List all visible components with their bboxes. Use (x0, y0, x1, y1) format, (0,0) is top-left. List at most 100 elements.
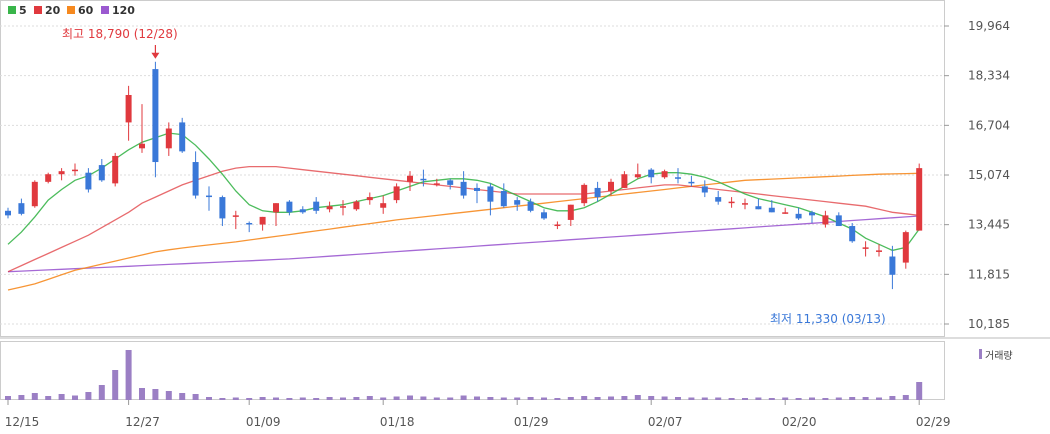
candle[interactable] (648, 168, 655, 184)
candle[interactable] (567, 204, 574, 227)
candle[interactable] (366, 192, 373, 205)
volume-bar (139, 388, 145, 400)
candle[interactable] (768, 200, 775, 213)
candle[interactable] (608, 178, 614, 196)
candle[interactable] (876, 244, 882, 257)
candle-body (340, 206, 346, 208)
candle-body (31, 181, 38, 207)
legend-label-ma5: 5 (19, 4, 27, 17)
candle[interactable] (527, 198, 534, 213)
candle[interactable] (634, 163, 641, 179)
candle[interactable] (755, 198, 762, 210)
candle[interactable] (72, 163, 78, 176)
candle[interactable] (594, 181, 601, 202)
candle[interactable] (460, 171, 467, 199)
candle[interactable] (675, 168, 681, 184)
candle-body (72, 169, 78, 172)
x-tick-label: 01/09 (246, 415, 281, 429)
candle-body (795, 213, 802, 219)
candle[interactable] (433, 178, 440, 187)
candle[interactable] (420, 169, 427, 187)
candle[interactable] (273, 203, 279, 227)
candle-body (232, 215, 239, 217)
candle[interactable] (916, 163, 923, 231)
candle[interactable] (835, 212, 842, 227)
candle[interactable] (487, 183, 494, 216)
volume-bar (487, 397, 494, 400)
candle[interactable] (98, 158, 105, 182)
volume-bar (232, 397, 239, 400)
candle[interactable] (862, 241, 869, 257)
candle[interactable] (232, 210, 239, 230)
candle[interactable] (85, 168, 92, 193)
volume-bar (192, 394, 199, 400)
candle[interactable] (152, 61, 159, 178)
candle[interactable] (246, 221, 253, 233)
volume-bar (835, 397, 842, 400)
candle[interactable] (45, 172, 52, 184)
legend-item-ma120[interactable]: 120 (101, 4, 135, 17)
candle[interactable] (139, 104, 145, 153)
candle[interactable] (849, 222, 856, 243)
candle[interactable] (728, 197, 735, 208)
volume-bar (259, 397, 266, 400)
candle[interactable] (299, 206, 306, 214)
candle[interactable] (326, 201, 333, 213)
volume-bar (98, 385, 105, 400)
candle[interactable] (715, 190, 722, 205)
candle[interactable] (18, 198, 25, 216)
candle[interactable] (621, 171, 628, 188)
candle[interactable] (688, 175, 695, 187)
candle[interactable] (514, 197, 521, 211)
candle-body (474, 187, 480, 191)
candle[interactable] (179, 117, 186, 153)
candle[interactable] (259, 216, 266, 231)
candle[interactable] (112, 152, 119, 187)
candle[interactable] (407, 171, 413, 191)
candle[interactable] (125, 85, 132, 141)
candle[interactable] (206, 186, 212, 211)
candle-body (45, 174, 52, 182)
candle[interactable] (500, 183, 507, 208)
candle[interactable] (165, 122, 172, 156)
candle[interactable] (340, 200, 346, 216)
x-tick-label: 02/29 (916, 415, 951, 429)
candle-body (755, 206, 762, 210)
legend-item-ma60[interactable]: 60 (67, 4, 94, 17)
candle[interactable] (474, 183, 480, 204)
candle[interactable] (447, 178, 454, 190)
candle[interactable] (219, 195, 226, 227)
candle[interactable] (192, 151, 199, 199)
candle[interactable] (286, 200, 293, 216)
candle[interactable] (661, 169, 668, 179)
candle[interactable] (782, 207, 789, 214)
candle[interactable] (795, 207, 802, 220)
candle[interactable] (58, 168, 65, 181)
candle[interactable] (31, 180, 38, 208)
candle-body (527, 201, 534, 211)
candle[interactable] (701, 180, 708, 198)
candle[interactable] (742, 198, 748, 210)
legend-item-ma5[interactable]: 5 (8, 4, 27, 17)
candle[interactable] (889, 245, 896, 290)
candle[interactable] (554, 221, 561, 230)
candle[interactable] (5, 207, 11, 219)
candle[interactable] (902, 230, 909, 269)
candle-body (862, 247, 869, 249)
candle-body (742, 203, 748, 205)
candle[interactable] (581, 183, 588, 207)
candle[interactable] (313, 197, 320, 214)
candle-body (447, 180, 454, 185)
legend-item-ma20[interactable]: 20 (34, 4, 61, 17)
candle[interactable] (353, 200, 360, 211)
candle-body (554, 224, 561, 227)
candle-body (514, 200, 521, 205)
candle[interactable] (541, 209, 547, 220)
candle[interactable] (809, 210, 815, 223)
x-tick-label: 01/29 (514, 415, 549, 429)
candle[interactable] (393, 183, 400, 204)
volume-bar (567, 397, 574, 400)
candle[interactable] (380, 195, 387, 214)
candle[interactable] (822, 210, 829, 228)
